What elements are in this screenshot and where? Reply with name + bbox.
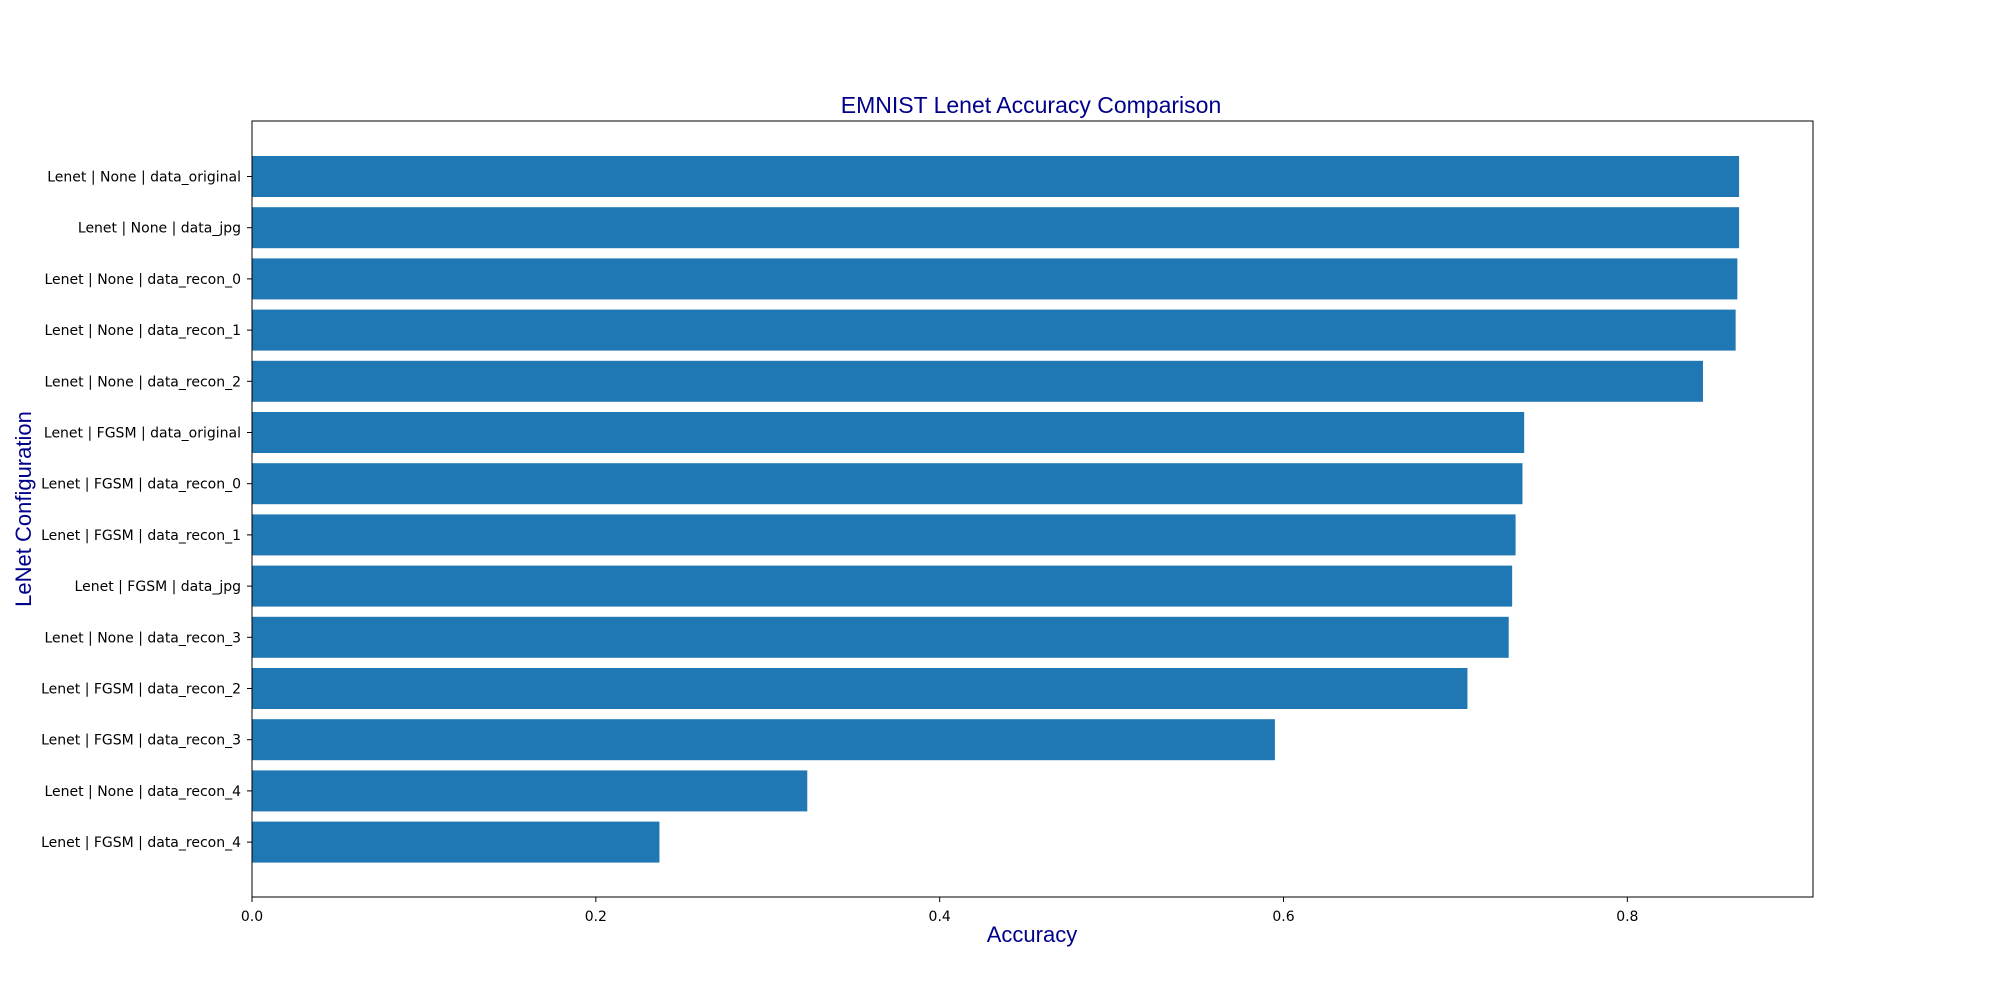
bar	[252, 616, 1509, 658]
bar	[252, 463, 1523, 505]
plot-area-frame	[251, 120, 1814, 898]
x-tick-label: 0.0	[241, 909, 263, 925]
y-tick-label: Lenet | None | data_jpg	[78, 221, 241, 237]
x-axis-title: Accuracy	[987, 922, 1077, 947]
chart-title: EMNIST Lenet Accuracy Comparison	[841, 92, 1222, 118]
bar	[252, 668, 1468, 709]
bar	[252, 412, 1525, 453]
y-tick-label: Lenet | None | data_recon_2	[44, 374, 241, 390]
y-tick-label: Lenet | None | data_recon_1	[44, 323, 241, 339]
y-tick-label: Lenet | None | data_recon_0	[44, 272, 241, 288]
y-tick-label: Lenet | FGSM | data_recon_0	[41, 477, 241, 493]
y-tick-label: Lenet | FGSM | data_recon_2	[41, 682, 241, 698]
bar	[252, 514, 1516, 556]
y-tick-label: Lenet | None | data_recon_3	[44, 630, 241, 646]
y-tick-label: Lenet | FGSM | data_jpg	[75, 579, 241, 595]
y-tick-label: Lenet | FGSM | data_recon_4	[41, 835, 241, 851]
x-axis-ticks: 0.0 0.2 0.4 0.6 0.8	[241, 897, 1638, 925]
x-tick-label: 0.2	[585, 909, 607, 925]
y-axis-title: LeNet Configuration	[11, 411, 36, 607]
y-tick-label: Lenet | None | data_recon_4	[44, 784, 241, 800]
x-tick-label: 0.6	[1272, 909, 1294, 925]
x-tick-label: 0.8	[1616, 909, 1638, 925]
y-tick-label: Lenet | FGSM | data_original	[44, 426, 241, 442]
x-tick-label: 0.4	[929, 909, 951, 925]
bar	[252, 156, 1740, 197]
bar	[252, 821, 660, 863]
bar	[252, 719, 1275, 761]
bar	[252, 770, 808, 812]
bar	[252, 309, 1736, 351]
y-tick-label: Lenet | None | data_original	[47, 170, 241, 186]
bar	[252, 258, 1738, 300]
y-axis-ticks: Lenet | None | data_original Lenet | None…	[41, 170, 252, 851]
y-tick-label: Lenet | FGSM | data_recon_3	[41, 733, 241, 749]
bar	[252, 360, 1703, 402]
bar-series	[252, 156, 1740, 863]
bar	[252, 207, 1740, 249]
y-tick-label: Lenet | FGSM | data_recon_1	[41, 528, 241, 544]
bar	[252, 565, 1513, 607]
